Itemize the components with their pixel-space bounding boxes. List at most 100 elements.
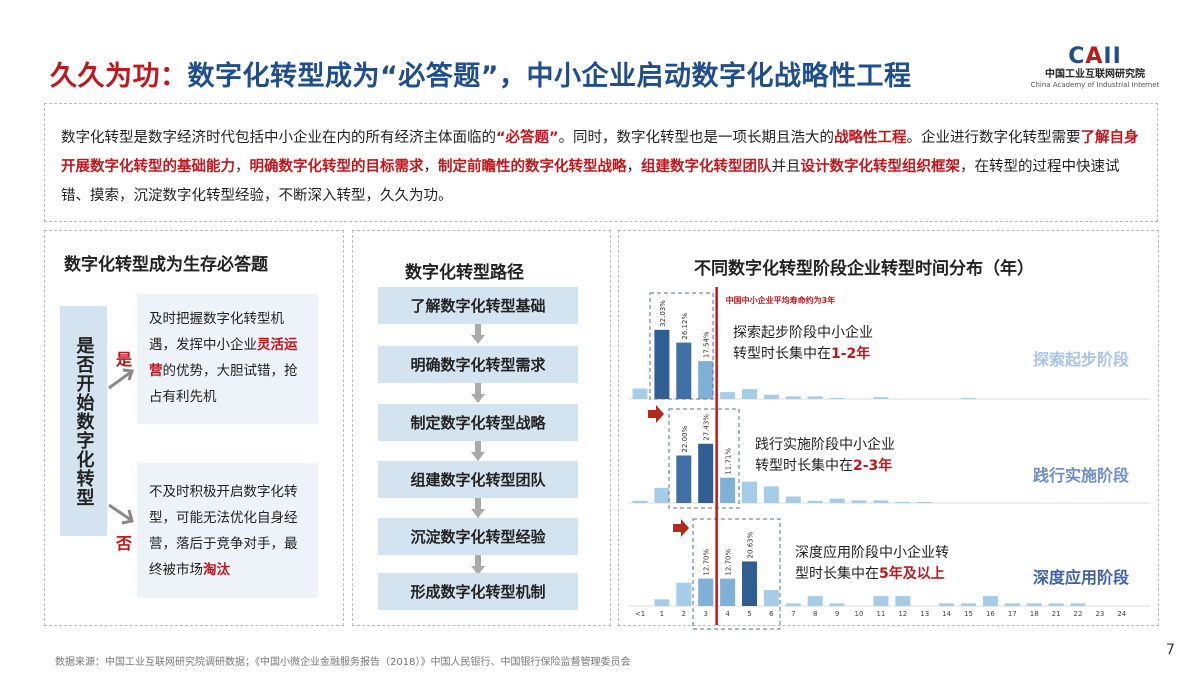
bar [698,443,714,503]
bar [654,329,670,399]
intro-text: 。企业进行数字化转型需要 [906,130,1081,146]
path-panel [352,230,611,626]
bar [676,455,692,503]
data-source: 数据来源：中国工业互联网研究院调研数据；《中国小微企业金融服务报告（2018）》… [55,657,631,668]
intro-highlight: “必答题” [496,130,559,146]
stage-note-line2: 转型时长集中在2-3年 [755,457,892,474]
x-tick-label: 6 [769,610,774,618]
intro-text: ， [626,159,642,175]
bar [851,500,867,503]
bar [1026,603,1042,606]
bar-data-label: 20.63% [747,531,755,558]
path-step: 沉淀数字化转型经验 [378,518,578,555]
x-tick-label: 15 [964,610,973,618]
bar [961,603,976,606]
bar [873,596,889,606]
bar [763,486,779,503]
yes-outcome-text: 的优势，大胆试错，抢占有利先机 [149,363,298,405]
x-tick-label: 9 [835,610,839,618]
logo-en: China Academy of Industrial Internet [1030,81,1160,89]
bar-data-label: 22.00% [681,425,689,452]
bar [873,397,889,399]
highlight-box [649,292,714,400]
path-step: 形成数字化转型机制 [378,573,578,610]
intro-highlight: 制定前瞻性的数字化转型战略 [438,159,627,175]
intro-paragraph: 数字化转型是数字经济时代包括中小企业在内的所有经济主体面临的“必答题”。同时，数… [44,103,1158,222]
bar [720,578,736,606]
bar [939,603,955,606]
survival-panel-title: 数字化转型成为生存必答题 [64,255,268,275]
branch-arrows-icon [108,368,135,525]
stage-note-highlight: 1-2年 [831,345,870,362]
bar [676,582,692,606]
bar [807,396,823,399]
page-number: 7 [1166,642,1175,658]
x-tick-label: 22 [1074,610,1083,618]
x-tick-label: 21 [1052,610,1061,618]
question-text: 是否开始数字化转型 [73,335,95,507]
intro-highlight: 了解自身开展数字化转型的基础能力 [61,130,1139,175]
path-step: 制定数字化转型战略 [378,404,578,441]
pointer-arrow-icon [648,405,664,423]
yes-outcome-box: 及时把握数字化转型机遇，发挥中小企业灵活运营的优势，大胆试错，抢占有利先机 [137,294,318,424]
no-outcome-text: 不及时积极开启数字化转型，可能无法优化自身经营，落后于竞争对手，最终被市场 [149,484,298,578]
stage-note-line1: 践行实施阶段中小企业 [755,436,895,453]
path-step: 了解数字化转型基础 [378,287,578,324]
no-label: 否 [116,534,133,553]
intro-text: 并且 [771,159,801,175]
bar [1070,603,1086,606]
x-tick-label: 3 [703,610,707,618]
bar [807,500,823,503]
logo-mark: CAII [1068,44,1122,69]
bar [785,603,801,606]
bar [654,487,670,503]
bar [763,590,779,606]
x-tick-label: 1 [660,610,664,618]
x-tick-label: 10 [855,610,864,618]
intro-highlight: 组建数字化转型团队 [641,159,772,175]
stage-label: 践行实施阶段 [1033,466,1130,485]
title-main: 数字化转型成为“必答题”，中小企业启动数字化战略性工程 [187,61,912,92]
intro-highlight: 设计数字化转型组织框架 [800,159,961,175]
bar [807,596,823,606]
x-tick-label: 14 [942,610,951,618]
pointer-arrow-icon [673,519,689,537]
bar-data-label: 12.70% [725,549,733,576]
path-step: 组建数字化转型团队 [378,461,578,498]
intro-text: ， [235,159,250,175]
x-tick-label: 17 [1008,610,1017,618]
stage-note-highlight: 2-3年 [853,457,892,474]
bar [632,388,648,399]
stage-note-line1: 探索起步阶段中小企业 [733,324,873,341]
down-arrow-icon [471,383,485,403]
stage-note-line2: 转型时长集中在1-2年 [733,345,870,362]
down-arrow-icon [471,555,485,575]
intro-highlight: 战略性工程 [834,130,907,146]
intro-text: ，在转型的过程中快速试错、摸索，沉淀数字化转型经验，不断深入转型，久久为功。 [61,159,1120,204]
x-tick-label: 18 [1030,610,1039,618]
yes-outcome-text: 及时把握数字化转型机遇，发挥中小企业 [149,311,284,353]
x-tick-label: 11 [876,610,885,618]
bar [829,498,845,503]
x-tick-label: 8 [813,610,817,618]
x-tick-label: 4 [725,610,730,618]
highlight-box [692,518,781,630]
logo-cn: 中国工业互联网研究院 [1045,69,1145,80]
stage-note-line2: 型时长集中在5年及以上 [795,565,945,582]
intro-highlight: 明确数字化转型的目标需求 [249,159,424,175]
bar-data-label: 32.03% [659,300,667,327]
x-tick-label: 5 [747,610,751,618]
bar [961,397,976,399]
yes-outcome-highlight: 灵活运营 [149,337,298,379]
bar [632,500,648,503]
reference-line-label: 中国中小企业平均寿命约为3年 [726,295,836,305]
down-arrow-icon [471,441,485,461]
bar [895,501,911,503]
x-tick-label: 24 [1117,610,1126,618]
bar [785,496,801,503]
down-arrow-icon [471,324,485,344]
bar [829,603,845,606]
bar-data-label: 11.71% [725,448,733,475]
no-outcome-box: 不及时积极开启数字化转型，可能无法优化自身经营，落后于竞争对手，最终被市场淘汰 [137,463,318,598]
stage-note-line1: 深度应用阶段中小企业转 [795,544,949,561]
